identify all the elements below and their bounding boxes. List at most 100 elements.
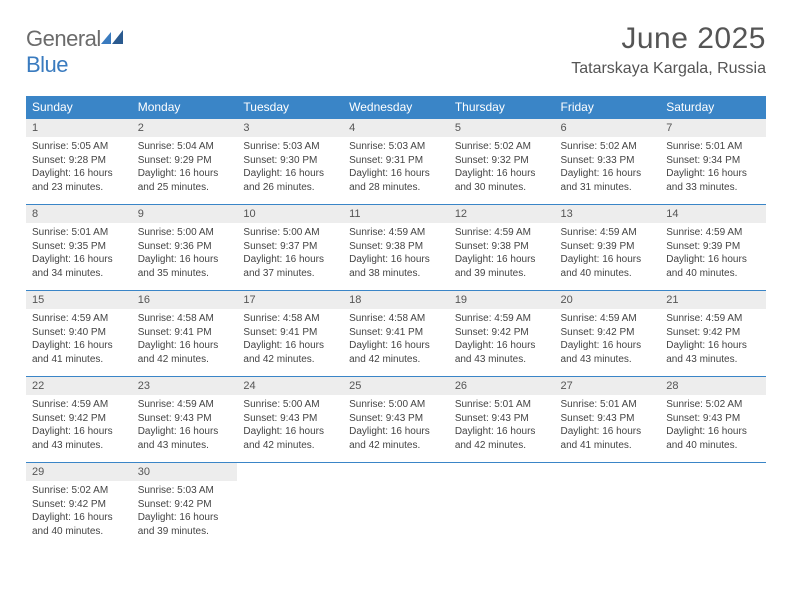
info-cell: Sunrise: 5:04 AMSunset: 9:29 PMDaylight:… — [132, 137, 238, 205]
date-cell: 7 — [660, 119, 766, 138]
weekday-header-row: SundayMondayTuesdayWednesdayThursdayFrid… — [26, 96, 766, 119]
info-cell: Sunrise: 5:03 AMSunset: 9:31 PMDaylight:… — [343, 137, 449, 205]
date-cell: 19 — [449, 291, 555, 310]
info-cell: Sunrise: 5:01 AMSunset: 9:34 PMDaylight:… — [660, 137, 766, 205]
info-cell — [660, 481, 766, 548]
date-cell — [343, 463, 449, 482]
info-cell: Sunrise: 5:02 AM Sunset: 9:43 PM Daylight:… — [660, 395, 766, 463]
info-row: Sunrise: 5:02 AMSunset: 9:42 PMDaylight:… — [26, 481, 766, 548]
sunrise-text: Sunrise: 4:58 AM — [138, 313, 214, 324]
date-row: 1234567 — [26, 119, 766, 138]
logo-text: GeneralBlue — [26, 26, 123, 78]
sunset-text: Sunset: 9:42 PM — [32, 499, 106, 510]
weekday-header: Wednesday — [343, 96, 449, 119]
sunrise-text: Sunrise: 4:59 AM — [666, 313, 742, 324]
sunrise-text: Sunrise: 5:00 AM — [349, 399, 425, 410]
info-cell — [449, 481, 555, 548]
daylight-text: Daylight: 16 hours and 40 minutes. — [666, 426, 747, 451]
info-cell — [555, 481, 661, 548]
date-cell: 2 — [132, 119, 238, 138]
info-cell: Sunrise: 4:59 AMSunset: 9:42 PMDaylight:… — [449, 309, 555, 377]
info-cell: Sunrise: 5:02 AMSunset: 9:32 PMDaylight:… — [449, 137, 555, 205]
sunset-text: Sunset: 9:43 PM — [138, 413, 212, 424]
date-cell — [555, 463, 661, 482]
date-cell: 13 — [555, 205, 661, 224]
info-cell: Sunrise: 5:01 AMSunset: 9:35 PMDaylight:… — [26, 223, 132, 291]
date-cell: 8 — [26, 205, 132, 224]
info-cell: Sunrise: 4:59 AM Sunset: 9:42 PM Daylight:… — [26, 395, 132, 463]
info-cell: Sunrise: 4:58 AMSunset: 9:41 PMDaylight:… — [343, 309, 449, 377]
daylight-text: Daylight: 16 hours and 42 minutes. — [243, 340, 324, 365]
weekday-header: Monday — [132, 96, 238, 119]
date-cell: 1 — [26, 119, 132, 138]
weekday-header: Friday — [555, 96, 661, 119]
sunrise-text: Sunrise: 4:59 AM — [32, 399, 108, 410]
info-cell: Sunrise: 5:02 AMSunset: 9:33 PMDaylight:… — [555, 137, 661, 205]
sunset-text: Sunset: 9:39 PM — [666, 241, 740, 252]
sunset-text: Sunset: 9:43 PM — [455, 413, 529, 424]
info-cell: Sunrise: 4:58 AM Sunset: 9:41 PM Daylight:… — [132, 309, 238, 377]
sunset-text: Sunset: 9:34 PM — [666, 155, 740, 166]
daylight-text: Daylight: 16 hours and 43 minutes. — [455, 340, 536, 365]
sunrise-text: Sunrise: 5:02 AM — [455, 141, 531, 152]
info-cell: Sunrise: 4:59 AMSunset: 9:39 PMDaylight:… — [660, 223, 766, 291]
date-cell: 24 — [237, 377, 343, 396]
info-row: Sunrise: 5:05 AM Sunset: 9:28 PM Daylight:… — [26, 137, 766, 205]
sunset-text: Sunset: 9:42 PM — [138, 499, 212, 510]
daylight-text: Daylight: 16 hours and 35 minutes. — [138, 254, 219, 279]
daylight-text: Daylight: 16 hours and 23 minutes. — [32, 168, 113, 193]
sunset-text: Sunset: 9:43 PM — [561, 413, 635, 424]
info-cell: Sunrise: 5:00 AMSunset: 9:43 PMDaylight:… — [237, 395, 343, 463]
sunset-text: Sunset: 9:41 PM — [138, 327, 212, 338]
sunset-text: Sunset: 9:42 PM — [32, 413, 106, 424]
date-cell: 9 — [132, 205, 238, 224]
sunrise-text: Sunrise: 5:05 AM — [32, 141, 108, 152]
info-cell: Sunrise: 4:59 AMSunset: 9:42 PMDaylight:… — [555, 309, 661, 377]
sunrise-text: Sunrise: 4:59 AM — [455, 313, 531, 324]
daylight-text: Daylight: 16 hours and 33 minutes. — [666, 168, 747, 193]
date-cell: 15 — [26, 291, 132, 310]
sunrise-text: Sunrise: 4:58 AM — [349, 313, 425, 324]
date-cell: 22 — [26, 377, 132, 396]
daylight-text: Daylight: 16 hours and 34 minutes. — [32, 254, 113, 279]
date-cell: 17 — [237, 291, 343, 310]
info-cell — [343, 481, 449, 548]
daylight-text: Daylight: 16 hours and 40 minutes. — [561, 254, 642, 279]
date-cell: 4 — [343, 119, 449, 138]
daylight-text: Daylight: 16 hours and 42 minutes. — [243, 426, 324, 451]
sunrise-text: Sunrise: 5:03 AM — [243, 141, 319, 152]
date-cell: 18 — [343, 291, 449, 310]
info-cell: Sunrise: 5:03 AMSunset: 9:30 PMDaylight:… — [237, 137, 343, 205]
weekday-header: Thursday — [449, 96, 555, 119]
info-cell: Sunrise: 5:05 AM Sunset: 9:28 PM Daylight:… — [26, 137, 132, 205]
daylight-text: Daylight: 16 hours and 41 minutes. — [561, 426, 642, 451]
info-cell: Sunrise: 4:59 AMSunset: 9:42 PMDaylight:… — [660, 309, 766, 377]
daylight-text: Daylight: 16 hours and 26 minutes. — [243, 168, 324, 193]
sunset-text: Sunset: 9:35 PM — [32, 241, 106, 252]
sunset-text: Sunset: 9:43 PM — [666, 413, 740, 424]
info-cell: Sunrise: 4:58 AMSunset: 9:41 PMDaylight:… — [237, 309, 343, 377]
sunrise-text: Sunrise: 5:02 AM — [666, 399, 742, 410]
daylight-text: Daylight: 16 hours and 42 minutes. — [138, 340, 219, 365]
daylight-text: Daylight: 16 hours and 42 minutes. — [455, 426, 536, 451]
info-cell: Sunrise: 4:59 AMSunset: 9:43 PMDaylight:… — [132, 395, 238, 463]
sunrise-text: Sunrise: 5:01 AM — [455, 399, 531, 410]
date-cell: 11 — [343, 205, 449, 224]
info-cell: Sunrise: 5:02 AMSunset: 9:42 PMDaylight:… — [26, 481, 132, 548]
daylight-text: Daylight: 16 hours and 28 minutes. — [349, 168, 430, 193]
date-cell: 6 — [555, 119, 661, 138]
daylight-text: Daylight: 16 hours and 43 minutes. — [32, 426, 113, 451]
date-cell: 28 — [660, 377, 766, 396]
sunset-text: Sunset: 9:28 PM — [32, 155, 106, 166]
sunrise-text: Sunrise: 5:04 AM — [138, 141, 214, 152]
title-block: June 2025 Tatarskaya Kargala, Russia — [571, 22, 766, 78]
sunrise-text: Sunrise: 5:03 AM — [138, 485, 214, 496]
sunrise-text: Sunrise: 5:02 AM — [32, 485, 108, 496]
sunset-text: Sunset: 9:42 PM — [561, 327, 635, 338]
date-cell: 10 — [237, 205, 343, 224]
daylight-text: Daylight: 16 hours and 40 minutes. — [666, 254, 747, 279]
weekday-header: Saturday — [660, 96, 766, 119]
daylight-text: Daylight: 16 hours and 43 minutes. — [561, 340, 642, 365]
sunset-text: Sunset: 9:31 PM — [349, 155, 423, 166]
info-cell: Sunrise: 4:59 AMSunset: 9:38 PMDaylight:… — [449, 223, 555, 291]
